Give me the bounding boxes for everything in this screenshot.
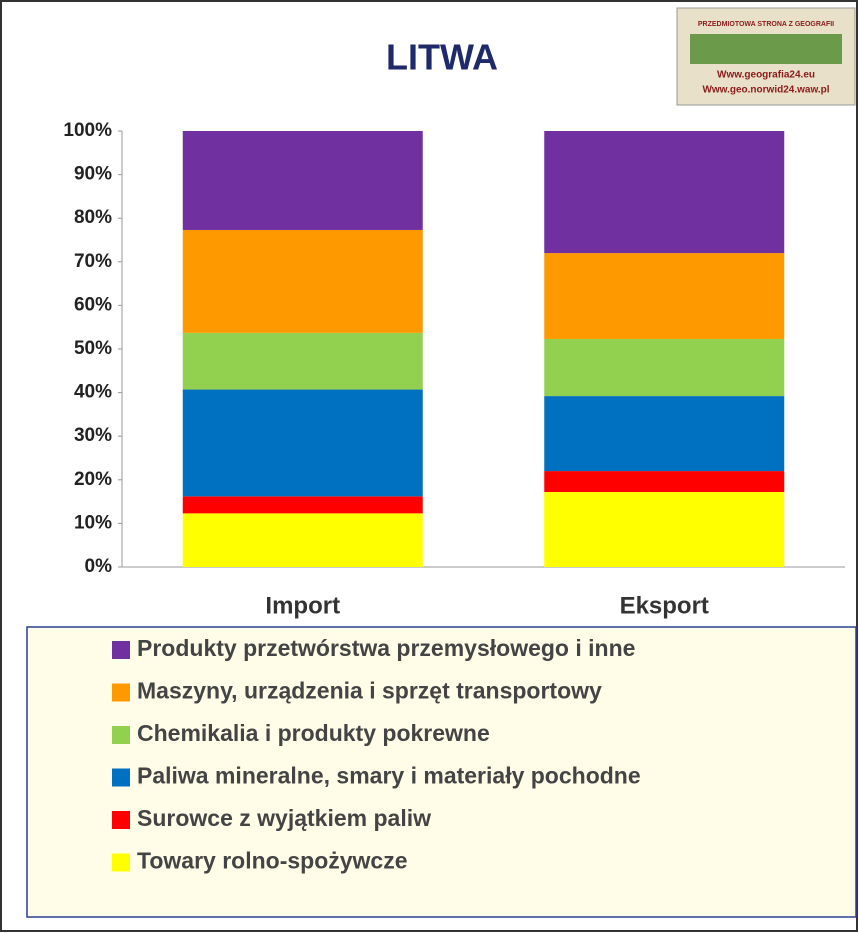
legend-swatch [112, 811, 130, 829]
y-tick-label: 10% [74, 512, 112, 533]
y-tick-label: 90% [74, 164, 112, 185]
legend-label: Surowce z wyjątkiem paliw [137, 805, 431, 831]
logo-text: PRZEDMIOTOWA STRONA Z GEOGRAFII [698, 21, 834, 28]
bar-segment [182, 332, 423, 390]
bar-segment [544, 492, 785, 567]
bar-segment [182, 389, 423, 497]
legend-swatch [112, 853, 130, 872]
y-tick-label: 70% [74, 251, 112, 272]
legend-swatch [112, 726, 130, 744]
x-tick-label: Import [265, 592, 340, 619]
x-tick-label: Eksport [620, 592, 709, 619]
legend-label: Maszyny, urządzenia i sprzęt transportow… [137, 678, 602, 704]
logo: PRZEDMIOTOWA STRONA Z GEOGRAFII Www.geog… [676, 7, 856, 106]
bar-segment [182, 131, 423, 230]
y-tick-label: 0% [85, 556, 113, 577]
legend-label: Paliwa mineralne, smary i materiały poch… [137, 763, 641, 789]
chart-title: LITWA [386, 37, 498, 78]
legend-label: Produkty przetwórstwa przemysłowego i in… [137, 635, 635, 661]
legend-swatch [112, 683, 130, 702]
y-tick-label: 30% [74, 425, 112, 446]
bar-segment [182, 496, 423, 514]
bar-segment [544, 253, 785, 339]
y-tick-label: 100% [63, 120, 112, 141]
y-tick-label: 20% [74, 469, 112, 490]
legend-label: Towary rolno-spożywcze [137, 848, 408, 874]
logo-text: Www.geografia24.eu [717, 70, 815, 81]
y-tick-label: 80% [74, 207, 112, 228]
bar-segment [182, 229, 423, 333]
y-tick-label: 40% [74, 382, 112, 403]
bar-segment [544, 396, 785, 472]
legend-swatch [112, 768, 130, 787]
legend-label: Chemikalia i produkty pokrewne [137, 720, 490, 746]
y-tick-label: 60% [74, 294, 112, 315]
logo-text: Www.geo.norwid24.waw.pl [702, 85, 829, 96]
bar-segment [544, 338, 785, 397]
bar-segment [544, 471, 785, 493]
logo-picture [690, 34, 842, 64]
legend-box [26, 626, 857, 918]
bar-segment [544, 131, 785, 254]
y-tick-label: 50% [74, 338, 112, 359]
legend-swatch [112, 641, 130, 659]
bar-segment [182, 513, 423, 567]
